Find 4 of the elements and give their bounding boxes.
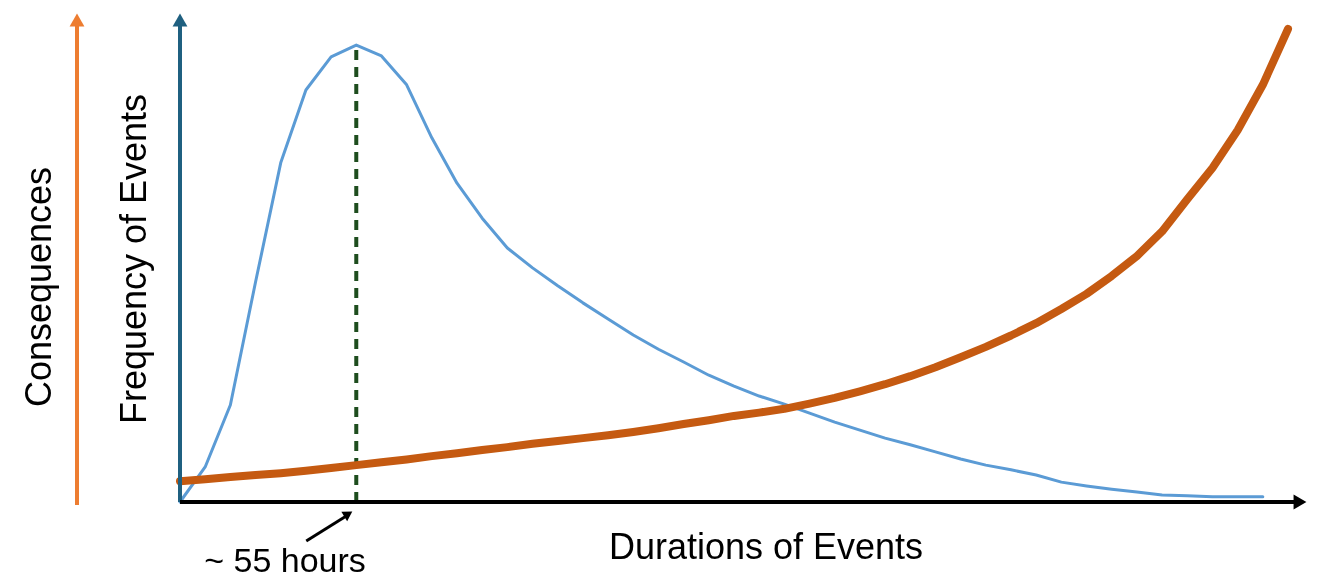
text: ~ 55 hours — [204, 541, 366, 579]
y-axis-title: Frequency of Events — [113, 93, 154, 425]
y2-axis-title: Consequences — [18, 166, 59, 408]
x-axis-title: Durations of Events — [608, 526, 924, 567]
